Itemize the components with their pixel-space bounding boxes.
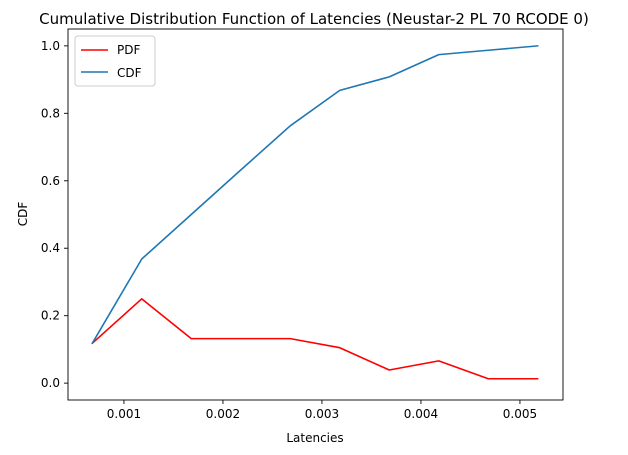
legend: PDF CDF: [74, 35, 156, 87]
x-tick-label: 0.003: [305, 407, 339, 421]
y-tick-label: 0.6: [41, 174, 60, 188]
legend-box: [74, 35, 156, 87]
y-tick-label: 0.4: [41, 241, 60, 255]
y-axis-label: CDF: [16, 202, 30, 227]
y-axis: 0.0 0.2 0.4 0.6 0.8 1.0: [41, 39, 68, 390]
y-tick-label: 0.2: [41, 309, 60, 323]
legend-cdf-label: CDF: [117, 66, 142, 80]
y-tick-label: 0.0: [41, 376, 60, 390]
plot-frame: [67, 28, 564, 401]
x-tick-label: 0.002: [206, 407, 240, 421]
x-tick-label: 0.001: [107, 407, 141, 421]
plot-lines: [91, 45, 539, 380]
chart-title: Cumulative Distribution Function of Late…: [39, 10, 589, 28]
series-line-pdf: [91, 298, 539, 380]
x-tick-label: 0.004: [404, 407, 438, 421]
x-tick-label: 0.005: [503, 407, 537, 421]
legend-pdf-label: PDF: [117, 43, 140, 57]
y-tick-label: 1.0: [41, 39, 60, 53]
y-tick-label: 0.8: [41, 106, 60, 120]
x-axis: 0.001 0.002 0.003 0.004 0.005: [107, 400, 537, 421]
x-axis-label: Latencies: [286, 431, 343, 445]
series-line-cdf: [91, 45, 539, 345]
